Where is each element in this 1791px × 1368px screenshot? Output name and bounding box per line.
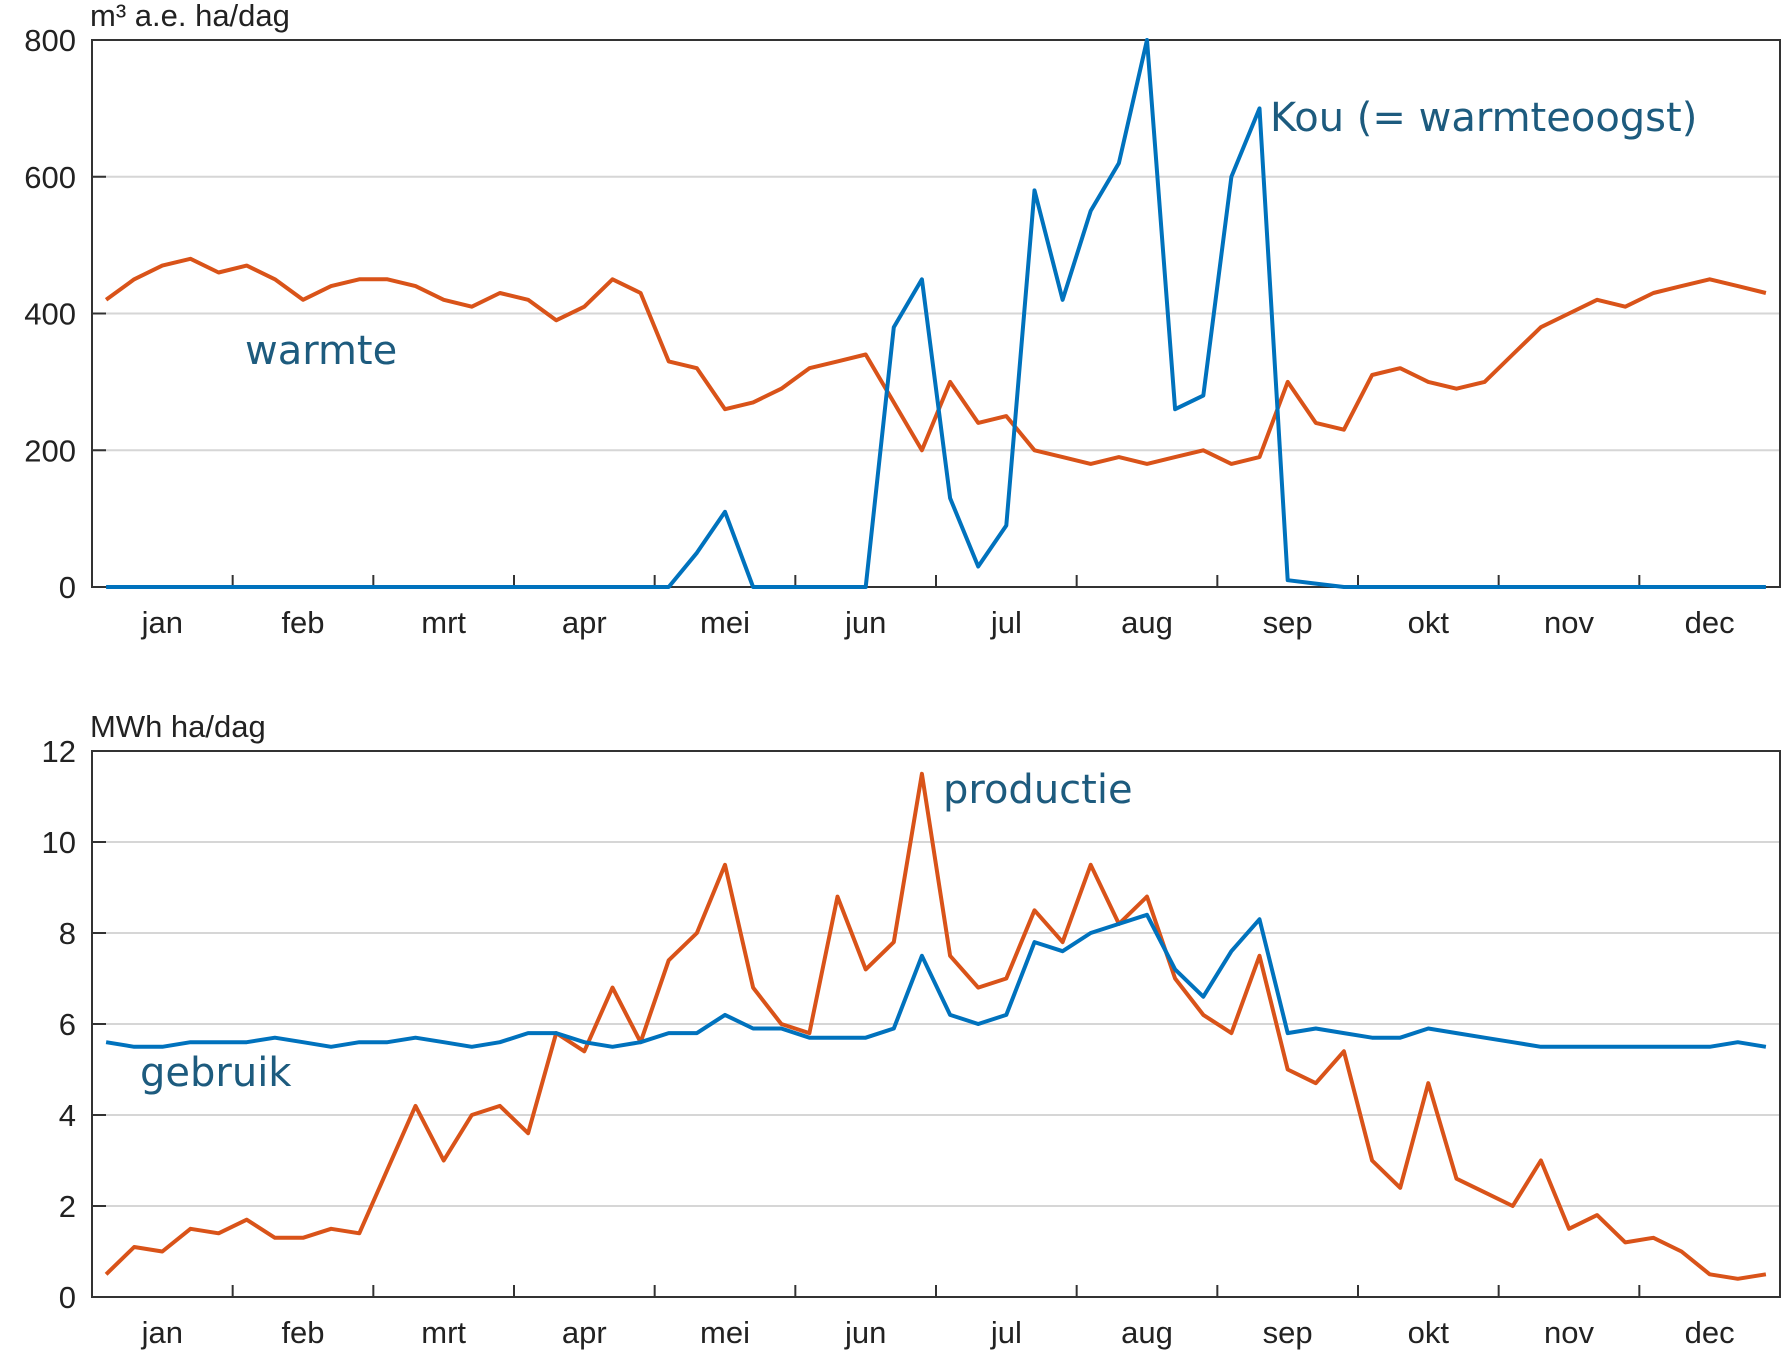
- y-tick-label: 0: [59, 570, 76, 605]
- y-tick-label: 6: [59, 1007, 76, 1042]
- x-tick-label: nov: [1544, 605, 1594, 640]
- series-line: [106, 38, 1766, 589]
- y-tick-label: 400: [24, 297, 76, 332]
- y-tick-label: 8: [59, 916, 76, 951]
- series-line: [104, 771, 1767, 1281]
- y-tick-label: 600: [24, 160, 76, 195]
- y-axis-label: MWh ha/dag: [90, 709, 266, 744]
- x-tick-label: feb: [281, 1315, 324, 1350]
- y-tick-label: 4: [59, 1098, 76, 1133]
- x-tick-label: okt: [1408, 1315, 1450, 1350]
- x-tick-label: jun: [844, 605, 886, 640]
- series-label: warmte: [245, 328, 397, 374]
- x-tick-label: nov: [1544, 1315, 1594, 1350]
- x-tick-label: dec: [1685, 605, 1735, 640]
- x-tick-label: jan: [141, 605, 183, 640]
- x-tick-label: mrt: [421, 1315, 466, 1350]
- x-tick-label: mei: [700, 605, 750, 640]
- x-tick-label: jul: [990, 605, 1022, 640]
- x-tick-label: okt: [1408, 605, 1450, 640]
- x-tick-label: apr: [562, 605, 607, 640]
- x-tick-label: mrt: [421, 605, 466, 640]
- x-tick-label: aug: [1121, 1315, 1173, 1350]
- plot-frame: [91, 39, 1781, 588]
- series-line: [105, 912, 1767, 1049]
- x-tick-label: jan: [141, 1315, 183, 1350]
- x-tick-label: feb: [281, 605, 324, 640]
- x-tick-label: jul: [990, 1315, 1022, 1350]
- x-tick-label: apr: [562, 1315, 607, 1350]
- x-tick-label: jun: [844, 1315, 886, 1350]
- y-tick-label: 12: [42, 734, 76, 769]
- series-label: Kou (= warmteoogst): [1270, 95, 1697, 141]
- series-label: gebruik: [140, 1050, 292, 1096]
- x-tick-label: dec: [1685, 1315, 1735, 1350]
- y-tick-label: 800: [24, 23, 76, 58]
- x-tick-label: aug: [1121, 605, 1173, 640]
- plot-frame: [91, 750, 1781, 1298]
- x-tick-label: sep: [1263, 605, 1313, 640]
- y-tick-label: 200: [24, 433, 76, 468]
- y-tick-label: 2: [59, 1189, 76, 1224]
- x-tick-label: sep: [1263, 1315, 1313, 1350]
- y-tick-label: 10: [42, 825, 76, 860]
- series-line: [104, 256, 1767, 466]
- series-label: productie: [943, 767, 1133, 813]
- y-tick-label: 0: [59, 1280, 76, 1315]
- x-tick-label: mei: [700, 1315, 750, 1350]
- y-axis-label: m³ a.e. ha/dag: [90, 0, 290, 33]
